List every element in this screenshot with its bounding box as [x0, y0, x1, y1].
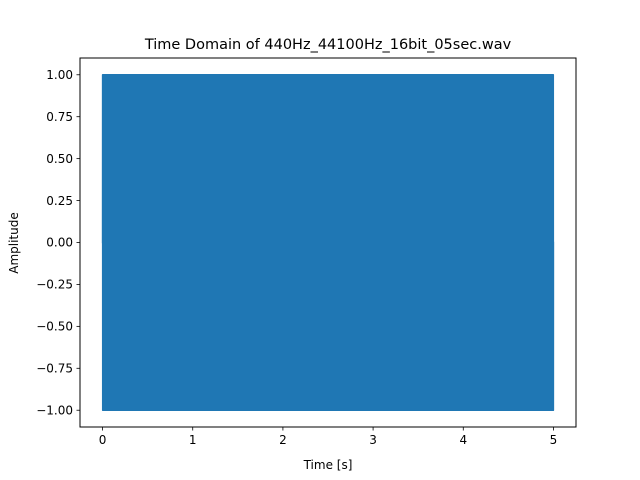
y-tick-label: 0.00: [46, 236, 73, 250]
y-axis-label: Amplitude: [7, 212, 21, 274]
y-tick-label: 0.50: [46, 152, 73, 166]
x-tick-label: 5: [550, 433, 558, 447]
y-tick-label: 0.25: [46, 194, 73, 208]
y-tick-label: −0.75: [36, 361, 73, 375]
x-axis-label: Time [s]: [303, 458, 353, 472]
y-tick-label: 1.00: [46, 68, 73, 82]
chart-title: Time Domain of 440Hz_44100Hz_16bit_05sec…: [144, 37, 512, 53]
x-axis-ticks: 0 1 2 3 4 5: [99, 427, 558, 447]
plot-area: [79, 57, 577, 428]
y-tick-label: −1.00: [36, 403, 73, 417]
x-tick-label: 3: [369, 433, 377, 447]
y-tick-label: 0.75: [46, 110, 73, 124]
x-tick-label: 1: [189, 433, 197, 447]
y-axis-ticks: −1.00 −0.75 −0.50 −0.25 0.00 0.25 0.50 0.75 1.00: [36, 68, 80, 417]
series-layer: [101, 74, 555, 411]
y-tick-label: −0.25: [36, 278, 73, 292]
x-tick-label: 2: [279, 433, 287, 447]
x-tick-label: 4: [459, 433, 467, 447]
x-tick-label: 0: [99, 433, 107, 447]
series-line-0: [101, 74, 555, 411]
y-tick-label: −0.50: [36, 320, 73, 334]
